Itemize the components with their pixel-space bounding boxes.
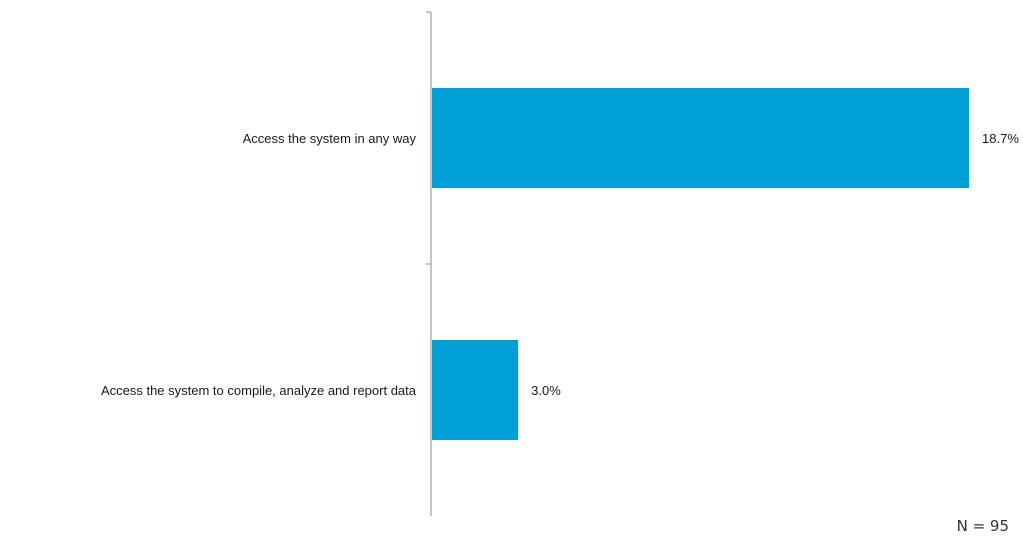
data-label: 3.0%: [531, 383, 561, 398]
data-label: 18.7%: [982, 131, 1019, 146]
sample-size-note: N = 95: [956, 517, 1009, 535]
category-label: Access the system in any way: [243, 131, 417, 146]
bar: [432, 340, 519, 440]
bar: [432, 88, 970, 188]
category-label: Access the system to compile, analyze an…: [101, 383, 417, 398]
